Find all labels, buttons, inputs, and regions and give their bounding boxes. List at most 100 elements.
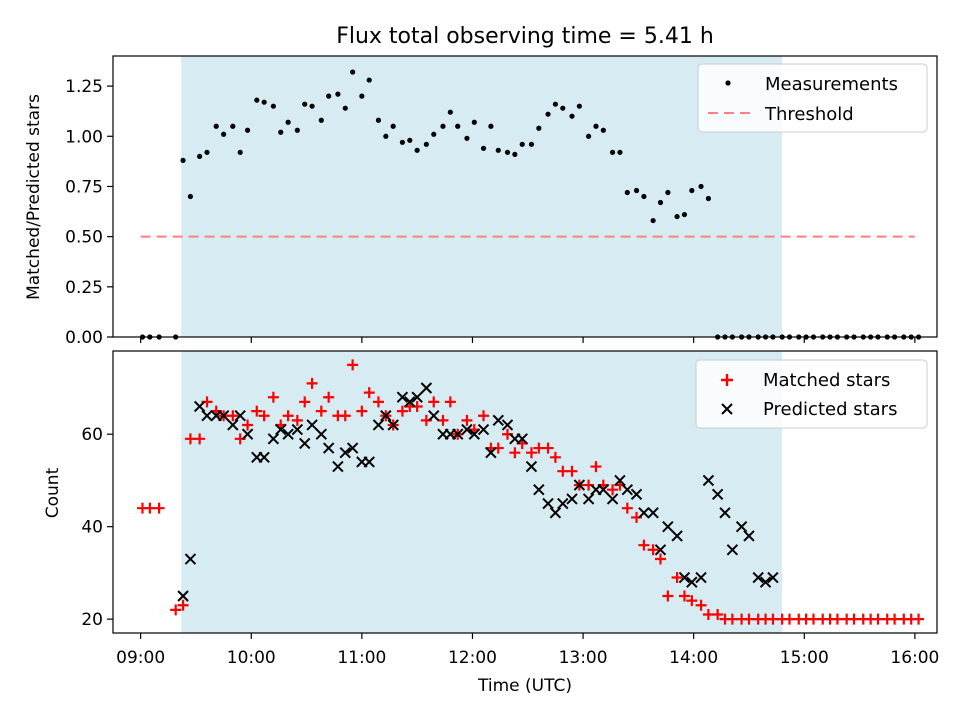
measurement-point [536,125,542,131]
predicted-star-point [420,382,433,394]
measurements-legend-label: Measurements [765,74,898,95]
top-legend-box [697,63,928,133]
measurement-point [407,137,413,143]
measurement-point [689,187,695,194]
threshold-legend-label: Threshold [764,104,854,125]
measurement-point [624,189,630,196]
matched-star-point [872,613,884,625]
predicted-stars-points [177,382,779,602]
predicted-star-point [322,442,335,454]
top-y-tick-label: 1.25 [65,77,103,97]
predicted-star-point [516,433,528,445]
measurement-point [294,127,300,133]
matched-star-point [315,405,327,417]
predicted-star-point [193,400,206,413]
matched-star-point [356,405,368,417]
predicted-star-point [306,419,318,431]
matched-star-point [695,599,707,611]
matched-star-point [372,396,384,408]
predicted-star-point [647,507,659,519]
matched-stars-legend-label: Matched stars [763,370,890,391]
measurement-point [698,183,704,190]
predicted-star-point [217,410,230,422]
top-x-axis-ticks [140,337,916,343]
measurement-point [440,123,446,129]
matched-star-point [712,609,724,621]
predicted-star-point [468,428,481,440]
matched-star-point [621,502,633,514]
predicted-star-point [678,571,691,584]
predicted-star-point [702,474,715,487]
predicted-star-point [735,520,748,533]
matched-star-point [478,410,490,422]
measurement-point [641,193,647,200]
predicted-star-point [759,576,772,588]
predicted-star-point [542,497,554,510]
bottom-panel: 20 40 60 09:00 10:00 11:00 12:00 13:00 14:00 15:… [43,350,939,696]
matched-star-point [242,419,254,431]
measurement-point [270,103,276,109]
matched-star-point [726,613,738,625]
matched-star-point [227,410,239,422]
bottom-x-tick-label: 13:00 [559,648,608,668]
predicted-star-point [686,576,698,588]
top-observing-window-shade [181,56,783,337]
measurement-point [552,101,559,107]
matched-star-point [831,613,843,625]
matched-star-point [170,604,182,616]
measurement-point [390,123,396,129]
bottom-legend-box [695,359,928,429]
matched-star-point [686,595,698,607]
measurement-point [545,111,551,117]
predicted-star-point [184,553,197,565]
measurement-point [633,187,640,194]
predicted-star-point [606,493,619,505]
matched-stars-points [136,359,925,625]
predicted-star-point [485,446,497,459]
measurement-point [674,213,680,220]
measurement-point [681,211,688,218]
matched-star-point [282,410,294,422]
predicted-star-point [299,437,311,450]
matched-star-point [267,391,279,403]
matched-star-point [566,465,578,477]
predicted-star-point [291,423,304,436]
top-legend: Measurements Threshold [697,63,928,133]
predicted-star-point [582,493,595,505]
predicted-star-point [267,433,280,445]
predicted-star-point [557,497,569,510]
bottom-x-tick-label: 12:00 [448,648,497,668]
predicted-star-point [630,488,643,501]
bottom-x-tick-label: 15:00 [780,648,829,668]
matched-star-point [671,572,683,584]
top-y-tick-label: 0.00 [65,328,103,348]
measurement-point [600,127,606,133]
predicted-star-point [638,507,650,519]
matched-star-point [913,613,925,625]
matched-star-point [461,414,473,426]
measurements-legend-marker [725,80,731,86]
measurement-point [204,149,210,155]
measurement-point [318,117,324,123]
matched-star-point [194,433,206,445]
predicted-star-point [396,391,409,403]
matched-star-point [428,396,440,408]
matched-star-point [306,377,318,389]
matched-star-point [678,590,690,602]
top-y-tick-label: 0.50 [65,228,103,248]
measurement-point [455,123,461,129]
matched-star-point [607,484,619,496]
measurement-point [342,105,348,111]
top-chart-title: Flux total observing time = 5.41 h [336,24,714,49]
matched-star-point [509,447,521,459]
matched-star-point [557,465,569,477]
measurement-point [569,113,575,119]
matched-star-point [525,447,537,459]
matched-star-point [784,613,796,625]
top-axes-frame [112,55,938,338]
predicted-star-point [380,410,392,422]
measurement-point [617,149,623,155]
predicted-star-point [332,460,344,473]
matched-star-point [542,442,554,454]
